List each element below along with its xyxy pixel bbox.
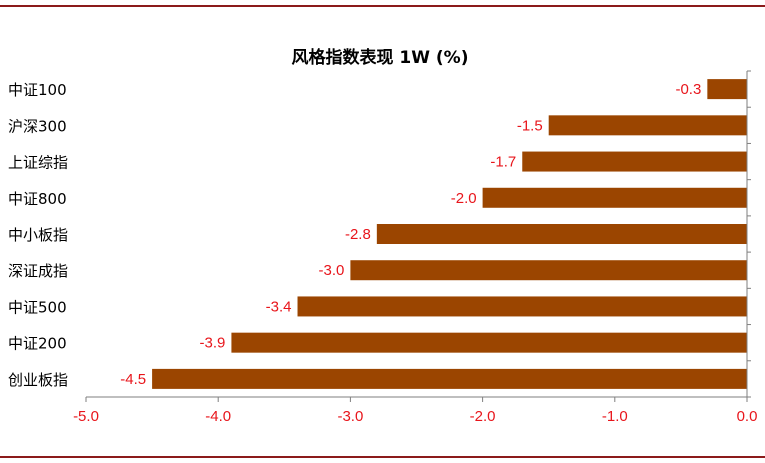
- data-label: -3.0: [319, 262, 345, 279]
- category-label: 中证100: [8, 81, 67, 99]
- labels-layer: -0.3 中证100 -1.5 沪深300 -1.7 上证综指 -2.0 中证800 -2.8 中…: [8, 81, 701, 389]
- top-rule: [0, 5, 765, 7]
- data-label: -2.8: [345, 226, 371, 243]
- data-label: -3.9: [200, 335, 226, 352]
- bar: [231, 332, 748, 353]
- bar: [707, 79, 747, 100]
- bars-layer: [152, 79, 748, 389]
- bar: [297, 296, 747, 317]
- data-label: -4.5: [120, 371, 146, 388]
- bar: [548, 115, 747, 136]
- x-tick-label: -3.0: [337, 408, 363, 425]
- bar: [482, 187, 747, 208]
- data-label: -2.0: [451, 190, 477, 207]
- category-label: 沪深300: [8, 117, 67, 135]
- x-tick-label: -5.0: [73, 408, 99, 425]
- x-tick-label: -2.0: [470, 408, 496, 425]
- data-label: -0.3: [675, 81, 701, 98]
- category-label: 中小板指: [8, 226, 68, 244]
- chart-title: 风格指数表现 1W (%): [292, 47, 469, 68]
- x-tick-label: 0.0: [737, 408, 758, 425]
- bar: [152, 368, 748, 389]
- data-label: -1.7: [490, 154, 516, 171]
- category-label: 深证成指: [8, 262, 68, 280]
- axis-layer: -5.0 -4.0 -3.0 -2.0 -1.0 0.0: [73, 70, 758, 425]
- data-label: -3.4: [266, 298, 292, 315]
- data-label: -1.5: [517, 117, 543, 134]
- x-tick-label: -1.0: [602, 408, 628, 425]
- category-label: 中证200: [8, 335, 67, 353]
- bar: [522, 151, 747, 172]
- bar: [350, 260, 747, 281]
- category-label: 创业板指: [8, 371, 68, 389]
- category-label: 上证综指: [8, 154, 68, 172]
- x-tick-label: -4.0: [205, 408, 231, 425]
- bar: [376, 224, 747, 244]
- category-label: 中证800: [8, 190, 67, 208]
- bottom-rule: [0, 456, 765, 458]
- category-label: 中证500: [8, 298, 67, 316]
